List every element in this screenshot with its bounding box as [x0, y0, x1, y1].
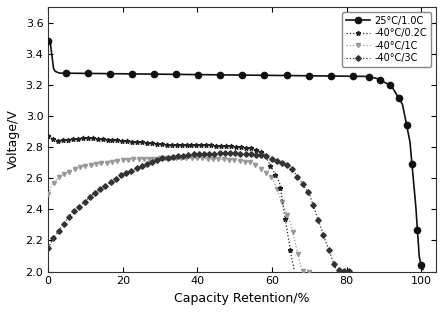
X-axis label: Capacity Retention/%: Capacity Retention/%	[175, 292, 310, 305]
Line: -40°C/1C: -40°C/1C	[46, 155, 315, 274]
-40°C/1C	[209, 157, 214, 161]
-40°C/0.2C	[192, 144, 198, 147]
-40°C/3C	[348, 270, 353, 273]
25°C/1.0C	[312, 74, 318, 78]
-40°C/1C	[176, 156, 181, 159]
-40°C/0.2C	[291, 269, 297, 273]
-40°C/3C	[185, 153, 190, 157]
Line: -40°C/3C: -40°C/3C	[46, 151, 352, 273]
25°C/1.0C	[46, 39, 51, 43]
-40°C/1C	[287, 218, 292, 222]
25°C/1.0C	[420, 268, 426, 271]
-40°C/1C	[311, 270, 316, 274]
-40°C/3C	[232, 151, 237, 155]
-40°C/3C	[206, 152, 212, 156]
25°C/1.0C	[368, 76, 373, 79]
25°C/1.0C	[420, 268, 425, 271]
-40°C/1C	[270, 176, 275, 180]
-40°C/1C	[46, 192, 51, 196]
25°C/1.0C	[54, 70, 59, 74]
25°C/1.0C	[416, 249, 422, 253]
25°C/1.0C	[366, 75, 372, 79]
Line: 25°C/1.0C: 25°C/1.0C	[45, 38, 426, 273]
Y-axis label: Voltage/V: Voltage/V	[7, 110, 20, 169]
-40°C/3C	[46, 246, 51, 250]
-40°C/1C	[307, 270, 312, 274]
-40°C/1C	[203, 157, 209, 160]
-40°C/3C	[224, 151, 229, 155]
-40°C/0.2C	[47, 135, 52, 139]
-40°C/3C	[345, 270, 350, 273]
-40°C/1C	[204, 157, 210, 161]
-40°C/0.2C	[46, 134, 51, 138]
-40°C/3C	[341, 270, 346, 273]
-40°C/3C	[126, 170, 132, 173]
-40°C/1C	[47, 190, 52, 193]
25°C/1.0C	[344, 74, 349, 78]
-40°C/3C	[335, 267, 341, 271]
Legend: 25°C/1.0C, -40°C/0.2C, -40°C/1C, -40°C/3C: 25°C/1.0C, -40°C/0.2C, -40°C/1C, -40°C/3…	[342, 12, 431, 67]
-40°C/0.2C	[253, 148, 258, 152]
-40°C/0.2C	[196, 144, 202, 147]
-40°C/0.2C	[268, 165, 274, 169]
-40°C/0.2C	[191, 144, 197, 147]
Line: -40°C/0.2C: -40°C/0.2C	[46, 134, 297, 274]
